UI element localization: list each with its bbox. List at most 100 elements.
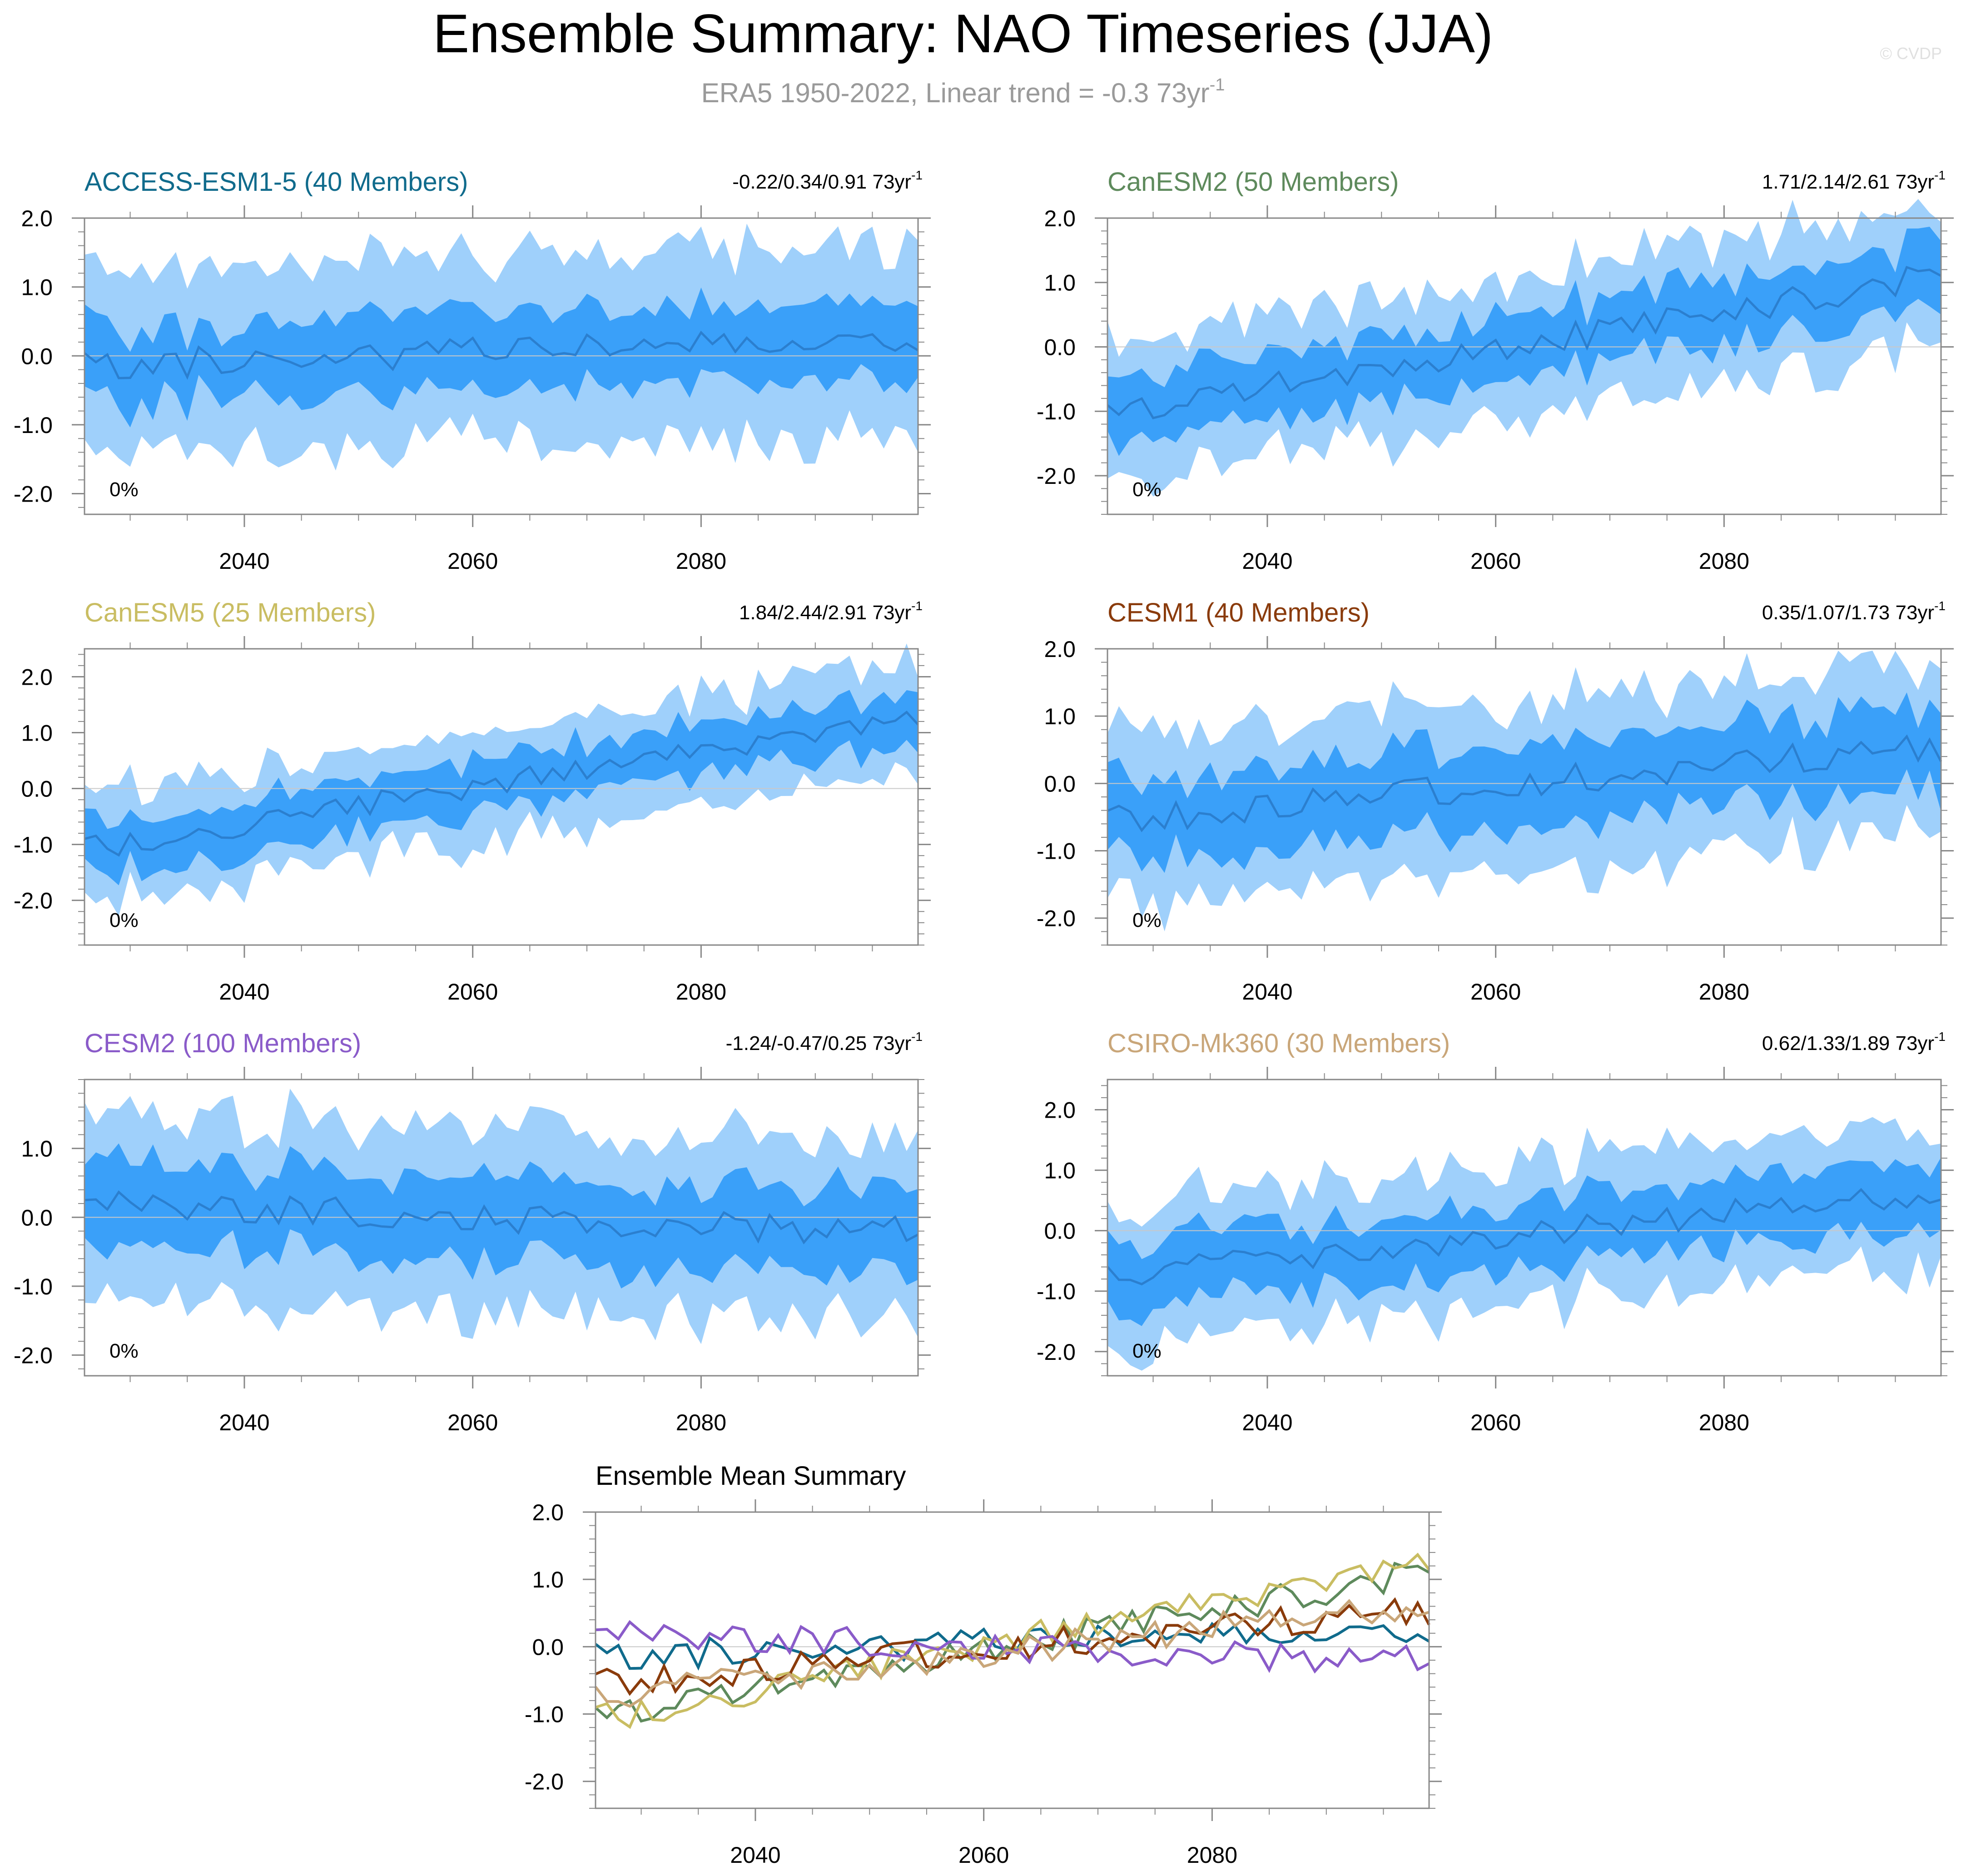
y-tick-label: 2.0 bbox=[1044, 206, 1076, 231]
x-tick-label: 2040 bbox=[219, 1410, 269, 1435]
y-tick-label: -1.0 bbox=[1037, 399, 1076, 424]
page-title: Ensemble Summary: NAO Timeseries (JJA) bbox=[433, 3, 1493, 64]
inner-spread-band bbox=[1107, 1157, 1941, 1326]
x-tick-label: 2040 bbox=[219, 548, 269, 574]
x-tick-label: 2080 bbox=[1699, 979, 1749, 1005]
x-tick-label: 2040 bbox=[730, 1842, 780, 1868]
panel-2: 2.0 1.0 0.0 -1.0 -2.0 2040 2060 2080 CanESM2 (50… bbox=[1037, 167, 1954, 574]
series-line-csiro-mk360 bbox=[594, 1599, 1430, 1708]
panel-3: 2.0 1.0 0.0 -1.0 -2.0 2040 2060 2080 CanESM5 (25… bbox=[14, 598, 931, 1005]
x-tick-label: 2040 bbox=[1242, 979, 1292, 1005]
x-tick-label: 2060 bbox=[1470, 979, 1521, 1005]
percent-label: 0% bbox=[109, 909, 139, 931]
y-tick-label: 1.0 bbox=[21, 275, 53, 300]
panel-1: 2.0 1.0 0.0 -1.0 -2.0 2040 2060 2080 ACCESS-ESM1… bbox=[14, 167, 931, 574]
trend-text: 1.71/2.14/2.61 73yr bbox=[1762, 171, 1934, 193]
y-tick-label: 2.0 bbox=[532, 1500, 564, 1525]
panel-title: CESM1 (40 Members) bbox=[1107, 598, 1370, 627]
x-tick-label: 2060 bbox=[958, 1842, 1009, 1868]
panel-title: CESM2 (100 Members) bbox=[84, 1029, 361, 1058]
percent-label: 0% bbox=[109, 1340, 139, 1362]
percent-label: 0% bbox=[1132, 909, 1162, 931]
ensemble-mean-line bbox=[84, 1190, 919, 1244]
y-tick-label: 0.0 bbox=[1044, 1219, 1076, 1244]
credit-watermark: © CVDP bbox=[1880, 44, 1942, 63]
percent-label: 0% bbox=[1132, 1340, 1162, 1362]
x-tick-label: 2080 bbox=[1699, 1410, 1749, 1435]
x-tick-label: 2060 bbox=[1470, 548, 1521, 574]
plot-frame bbox=[84, 217, 919, 515]
plot-frame bbox=[1107, 1079, 1942, 1377]
y-tick-label: -1.0 bbox=[1037, 839, 1076, 864]
y-tick-label: -2.0 bbox=[1037, 1339, 1076, 1365]
y-tick-label: -2.0 bbox=[14, 888, 53, 914]
panels: 2.0 1.0 0.0 -1.0 -2.0 2040 2060 2080 ACCESS-ESM1… bbox=[14, 167, 1954, 1868]
y-tick-label: 2.0 bbox=[21, 206, 53, 231]
trend-label: 1.71/2.14/2.61 73yr-1 bbox=[1762, 168, 1946, 193]
percent-label: 0% bbox=[109, 478, 139, 501]
trend-sup: -1 bbox=[911, 168, 923, 182]
inner-spread-band bbox=[1107, 227, 1941, 456]
y-tick-label: -1.0 bbox=[14, 413, 53, 438]
x-tick-label: 2080 bbox=[676, 548, 726, 574]
y-tick-label: 2.0 bbox=[21, 665, 53, 690]
x-tick-label: 2080 bbox=[1187, 1842, 1237, 1868]
ensemble-mean-line bbox=[84, 330, 919, 380]
subtitle-text: ERA5 1950-2022, Linear trend = -0.3 73yr bbox=[701, 78, 1210, 108]
inner-spread-band bbox=[84, 1143, 918, 1289]
trend-text: 0.62/1.33/1.89 73yr bbox=[1762, 1032, 1934, 1055]
x-tick-label: 2080 bbox=[676, 979, 726, 1005]
y-tick-label: 0.0 bbox=[532, 1634, 564, 1660]
panel-6: 2.0 1.0 0.0 -1.0 -2.0 2040 2060 2080 CSIRO-Mk360… bbox=[1037, 1029, 1954, 1435]
y-tick-label: 1.0 bbox=[532, 1567, 564, 1592]
trend-label: -1.24/-0.47/0.25 73yr-1 bbox=[726, 1030, 923, 1055]
panel-4: 2.0 1.0 0.0 -1.0 -2.0 2040 2060 2080 CESM1 (40 M… bbox=[1037, 598, 1954, 1005]
ensemble-mean-line bbox=[1107, 1188, 1941, 1286]
percent-label: 0% bbox=[1132, 478, 1162, 501]
trend-text: -0.22/0.34/0.91 73yr bbox=[732, 171, 911, 193]
x-tick-label: 2040 bbox=[219, 979, 269, 1005]
y-tick-label: 0.0 bbox=[21, 343, 53, 369]
y-tick-label: 0.0 bbox=[1044, 334, 1076, 360]
series-line-canesm5 bbox=[595, 1553, 1430, 1729]
trend-sup: -1 bbox=[911, 1030, 923, 1044]
x-tick-label: 2040 bbox=[1242, 548, 1292, 574]
plot-frame bbox=[84, 648, 919, 946]
y-tick-label: 1.0 bbox=[1044, 270, 1076, 296]
y-tick-label: 2.0 bbox=[1044, 1098, 1076, 1123]
x-tick-label: 2040 bbox=[1242, 1410, 1292, 1435]
inner-spread-band bbox=[84, 690, 918, 886]
panel-title: Ensemble Mean Summary bbox=[596, 1461, 906, 1491]
y-tick-label: -2.0 bbox=[525, 1769, 564, 1795]
trend-label: -0.22/0.34/0.91 73yr-1 bbox=[732, 168, 923, 193]
panel-title: CSIRO-Mk360 (30 Members) bbox=[1107, 1029, 1450, 1058]
plot-frame bbox=[1107, 217, 1942, 515]
x-tick-label: 2060 bbox=[447, 979, 498, 1005]
y-tick-label: -2.0 bbox=[1037, 906, 1076, 931]
trend-sup: -1 bbox=[1934, 1030, 1946, 1044]
x-tick-label: 2080 bbox=[1699, 548, 1749, 574]
y-tick-label: -2.0 bbox=[1037, 463, 1076, 489]
panel-title: ACCESS-ESM1-5 (40 Members) bbox=[84, 167, 468, 197]
panel-7: 2.0 1.0 0.0 -1.0 -2.0 2040 2060 2080 Ensemble Me… bbox=[525, 1461, 1442, 1868]
trend-sup: -1 bbox=[1934, 168, 1946, 182]
y-tick-label: 1.0 bbox=[21, 1136, 53, 1162]
y-tick-label: 1.0 bbox=[1044, 704, 1076, 729]
y-tick-label: 2.0 bbox=[1044, 637, 1076, 662]
ensemble-mean-line bbox=[1107, 734, 1942, 832]
trend-sup: -1 bbox=[911, 599, 923, 613]
panel-title: CanESM5 (25 Members) bbox=[84, 598, 376, 627]
panel-title: CanESM2 (50 Members) bbox=[1107, 167, 1399, 197]
y-tick-label: -1.0 bbox=[14, 832, 53, 858]
series-line-cesm1 bbox=[595, 1597, 1430, 1696]
y-tick-label: -2.0 bbox=[14, 1343, 53, 1368]
trend-text: 1.84/2.44/2.91 73yr bbox=[739, 602, 911, 624]
y-tick-label: 1.0 bbox=[21, 721, 53, 746]
y-tick-label: 0.0 bbox=[21, 1205, 53, 1230]
x-tick-label: 2060 bbox=[447, 548, 498, 574]
y-tick-label: 1.0 bbox=[1044, 1158, 1076, 1184]
subtitle-sup: -1 bbox=[1210, 75, 1225, 95]
x-tick-label: 2080 bbox=[676, 1410, 726, 1435]
panel-5: 1.0 0.0 -1.0 -2.0 2040 2060 2080 CESM2 (100 Mem… bbox=[14, 1029, 931, 1435]
